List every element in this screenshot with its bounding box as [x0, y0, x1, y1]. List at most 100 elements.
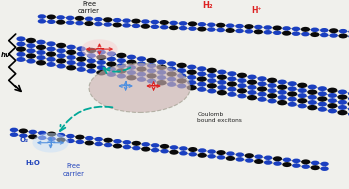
Circle shape: [247, 75, 257, 80]
Circle shape: [47, 132, 56, 136]
Circle shape: [188, 152, 197, 156]
Circle shape: [47, 136, 56, 141]
Circle shape: [277, 84, 287, 90]
Circle shape: [318, 102, 327, 107]
Circle shape: [107, 72, 116, 77]
Circle shape: [348, 34, 349, 39]
Circle shape: [38, 136, 46, 140]
Circle shape: [247, 85, 257, 90]
Circle shape: [107, 51, 116, 56]
Circle shape: [310, 32, 319, 37]
Circle shape: [96, 55, 106, 60]
Circle shape: [66, 65, 76, 70]
Circle shape: [38, 14, 46, 19]
Circle shape: [228, 87, 237, 92]
Circle shape: [75, 21, 84, 25]
Circle shape: [122, 18, 131, 23]
Circle shape: [123, 140, 131, 145]
Circle shape: [263, 30, 272, 35]
Circle shape: [46, 57, 55, 62]
Circle shape: [254, 159, 263, 164]
Circle shape: [187, 65, 196, 70]
Circle shape: [132, 146, 141, 150]
Circle shape: [37, 55, 46, 60]
Circle shape: [85, 136, 94, 140]
Circle shape: [320, 167, 329, 171]
Circle shape: [337, 94, 348, 100]
Circle shape: [32, 133, 69, 153]
Circle shape: [66, 16, 74, 20]
Circle shape: [268, 98, 277, 103]
Circle shape: [67, 45, 76, 50]
Circle shape: [254, 154, 263, 159]
Circle shape: [277, 100, 287, 105]
Circle shape: [86, 48, 96, 53]
Circle shape: [76, 140, 84, 144]
Circle shape: [197, 66, 206, 71]
Text: +: +: [45, 136, 56, 149]
Circle shape: [348, 91, 349, 96]
Circle shape: [151, 148, 159, 152]
Circle shape: [87, 69, 96, 74]
Circle shape: [77, 51, 86, 56]
Text: −: −: [94, 43, 105, 56]
Circle shape: [348, 112, 349, 117]
Circle shape: [66, 50, 76, 55]
Circle shape: [113, 22, 122, 27]
Circle shape: [66, 134, 75, 138]
Circle shape: [142, 142, 150, 147]
Circle shape: [339, 33, 348, 38]
Circle shape: [292, 163, 300, 168]
Circle shape: [85, 17, 93, 21]
Text: Free
carrier: Free carrier: [78, 1, 100, 14]
Circle shape: [117, 53, 126, 58]
Text: H⁺: H⁺: [251, 6, 262, 15]
Circle shape: [151, 20, 159, 24]
Circle shape: [26, 53, 36, 59]
Circle shape: [245, 158, 253, 163]
Circle shape: [282, 162, 291, 167]
Circle shape: [16, 52, 25, 57]
Circle shape: [87, 53, 96, 58]
Circle shape: [160, 25, 169, 29]
Circle shape: [57, 48, 66, 53]
Circle shape: [161, 149, 169, 153]
Circle shape: [126, 60, 136, 65]
Circle shape: [197, 76, 207, 82]
Circle shape: [207, 89, 216, 94]
Circle shape: [104, 143, 112, 147]
Circle shape: [198, 22, 206, 27]
Circle shape: [292, 27, 300, 31]
Circle shape: [288, 97, 297, 102]
Circle shape: [56, 58, 66, 64]
Circle shape: [177, 63, 187, 68]
Circle shape: [86, 63, 96, 69]
Circle shape: [16, 46, 26, 52]
Circle shape: [57, 64, 66, 69]
Circle shape: [113, 139, 122, 143]
Circle shape: [177, 73, 186, 78]
Circle shape: [57, 137, 66, 142]
Circle shape: [237, 94, 246, 98]
Circle shape: [282, 31, 291, 36]
Circle shape: [216, 150, 226, 155]
Circle shape: [187, 70, 197, 75]
Circle shape: [348, 107, 349, 112]
Circle shape: [307, 105, 317, 110]
Circle shape: [337, 110, 348, 115]
Circle shape: [57, 15, 65, 20]
Circle shape: [94, 22, 103, 26]
Circle shape: [107, 57, 116, 61]
Circle shape: [348, 29, 349, 34]
Circle shape: [137, 61, 146, 66]
Circle shape: [267, 78, 277, 83]
Circle shape: [217, 90, 227, 95]
Circle shape: [38, 19, 46, 24]
Circle shape: [207, 22, 215, 27]
Circle shape: [188, 26, 197, 31]
Circle shape: [320, 33, 328, 37]
Text: Coulomb
bound excitons: Coulomb bound excitons: [197, 112, 242, 123]
Circle shape: [169, 150, 179, 155]
Circle shape: [207, 83, 217, 89]
Circle shape: [328, 108, 337, 113]
